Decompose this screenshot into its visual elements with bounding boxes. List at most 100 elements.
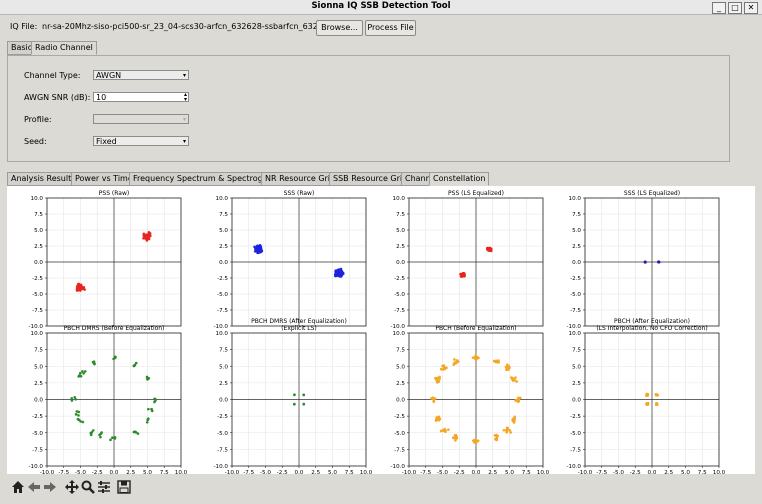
y-tick-label: -7.5 xyxy=(570,308,581,314)
data-point xyxy=(144,234,147,238)
data-point xyxy=(505,428,508,432)
x-tick-label: 10.0 xyxy=(360,470,373,474)
browse-button[interactable]: Browse... xyxy=(316,20,363,36)
home-icon[interactable] xyxy=(11,480,25,494)
y-tick-label: -2.5 xyxy=(570,414,581,420)
data-point xyxy=(146,418,150,422)
y-tick-label: 7.5 xyxy=(572,348,581,354)
channel-type-select[interactable]: AWGN ▾ xyxy=(93,70,189,80)
x-tick-label: -7.5 xyxy=(420,470,431,474)
tab-constellation[interactable]: Constellation xyxy=(429,172,490,186)
data-point xyxy=(93,362,96,366)
iq-file-name: nr-sa-20Mhz-siso-pci500-sr_23_04-scs30-a… xyxy=(42,22,349,31)
data-point xyxy=(253,245,256,249)
y-tick-label: -10.0 xyxy=(214,464,229,470)
x-tick-label: 2.5 xyxy=(311,470,320,474)
y-tick-label: -2.5 xyxy=(570,276,581,282)
y-tick-label: 2.5 xyxy=(396,244,405,250)
plot-title: PBCH (After Equalization) xyxy=(614,318,690,325)
data-point xyxy=(474,354,477,358)
plot-6: -10.0-7.5-5.0-2.50.02.55.07.510.0-10.0 -7… xyxy=(391,325,550,476)
y-tick-label: 10.0 xyxy=(31,196,44,202)
y-tick-label: 7.5 xyxy=(219,212,228,218)
data-point xyxy=(645,394,649,397)
y-tick-label: 7.5 xyxy=(396,348,405,354)
y-tick-label: 5.0 xyxy=(34,364,43,370)
tab-ssb-resource-grid[interactable]: SSB Resource Grid xyxy=(329,172,412,186)
data-point xyxy=(436,418,440,421)
data-point xyxy=(655,393,659,396)
data-point xyxy=(292,402,296,406)
data-point xyxy=(147,376,151,380)
y-tick-label: 5.0 xyxy=(396,364,405,370)
profile-label: Profile: xyxy=(24,115,52,124)
seed-select[interactable]: Fixed ▾ xyxy=(93,136,189,146)
title-bar: Sionna IQ SSB Detection Tool _ □ ✕ xyxy=(0,0,762,15)
plot-title: PBCH (Before Equalization) xyxy=(435,325,516,332)
y-tick-label: -5.0 xyxy=(570,431,581,437)
x-tick-label: -7.5 xyxy=(243,470,254,474)
plot-subtitle: (Explicit LS) xyxy=(281,325,317,332)
radio-channel-panel xyxy=(7,55,730,162)
data-point xyxy=(83,288,86,291)
y-tick-label: 5.0 xyxy=(219,364,228,370)
tab-radio-channel[interactable]: Radio Channel xyxy=(31,41,97,55)
data-point xyxy=(302,393,306,397)
tab-analysis-results[interactable]: Analysis Results xyxy=(7,172,80,186)
tab-nr-resource-grid[interactable]: NR Resource Grid xyxy=(261,172,340,186)
data-point xyxy=(441,429,444,432)
save-icon[interactable] xyxy=(117,480,131,494)
data-point xyxy=(92,360,96,363)
channel-type-value: AWGN xyxy=(96,71,122,80)
snr-label: AWGN SNR (dB): xyxy=(24,93,91,102)
data-point xyxy=(443,429,447,432)
tab-frequency-spectrum[interactable]: Frequency Spectrum & Spectrogram xyxy=(129,172,283,186)
data-point xyxy=(497,359,500,362)
data-point xyxy=(81,420,85,424)
data-point xyxy=(506,426,510,430)
data-point xyxy=(83,370,87,373)
y-tick-label: -10.0 xyxy=(391,324,406,330)
maximize-button[interactable]: □ xyxy=(728,2,742,14)
back-icon[interactable] xyxy=(27,480,41,494)
dropdown-arrow-icon: ▾ xyxy=(182,72,186,79)
minimize-button[interactable]: _ xyxy=(712,2,726,14)
plot-3: -10.0 -7.5 -5.0 -2.5 0.0 2.5 5.0 7.5 10.0 SSS (LS… xyxy=(567,190,720,330)
x-tick-label: -5.0 xyxy=(437,470,448,474)
data-point xyxy=(147,407,150,411)
close-button[interactable]: ✕ xyxy=(744,2,758,14)
forward-icon[interactable] xyxy=(43,480,57,494)
x-tick-label: 0.0 xyxy=(295,470,304,474)
configure-icon[interactable] xyxy=(97,480,111,494)
x-tick-label: 2.5 xyxy=(126,470,135,474)
snr-spinbox[interactable]: 10 ▴ ▾ xyxy=(93,91,189,103)
y-tick-label: 0.0 xyxy=(219,398,228,404)
y-tick-label: 7.5 xyxy=(34,348,43,354)
y-tick-label: -7.5 xyxy=(217,447,228,453)
data-point xyxy=(336,270,340,273)
y-tick-label: 10.0 xyxy=(569,196,582,202)
data-point xyxy=(113,437,117,440)
y-tick-label: 0.0 xyxy=(396,260,405,266)
data-point xyxy=(511,378,514,381)
zoom-icon[interactable] xyxy=(81,480,95,494)
data-point xyxy=(337,273,340,276)
data-point xyxy=(259,247,262,250)
data-point xyxy=(452,363,456,366)
snr-value: 10 xyxy=(96,93,107,102)
data-point xyxy=(302,402,306,406)
y-tick-label: 2.5 xyxy=(396,381,405,387)
data-point xyxy=(487,248,490,252)
data-point xyxy=(153,397,157,401)
y-tick-label: -10.0 xyxy=(391,464,406,470)
dropdown-arrow-icon: ▾ xyxy=(182,138,186,145)
data-point xyxy=(81,370,84,373)
y-tick-label: 5.0 xyxy=(34,228,43,234)
tab-power-vs-time[interactable]: Power vs Time xyxy=(71,172,137,186)
data-point xyxy=(79,420,82,423)
data-point xyxy=(451,436,455,440)
pan-icon[interactable] xyxy=(65,480,79,494)
process-file-button[interactable]: Process File xyxy=(365,20,416,36)
data-point xyxy=(454,433,458,437)
spin-arrows-icon[interactable]: ▴ ▾ xyxy=(183,91,187,103)
